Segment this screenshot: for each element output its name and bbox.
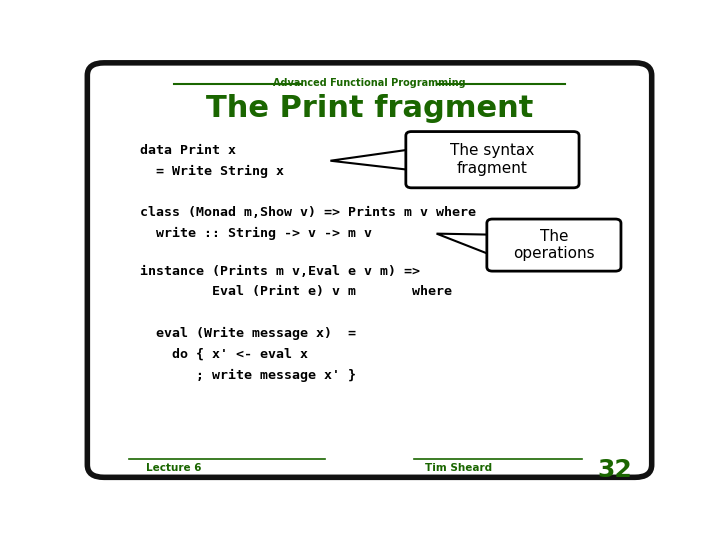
Polygon shape <box>330 149 412 170</box>
FancyBboxPatch shape <box>406 131 579 188</box>
FancyBboxPatch shape <box>87 63 652 477</box>
FancyBboxPatch shape <box>487 219 621 271</box>
Text: Eval (Print e) v m       where: Eval (Print e) v m where <box>141 286 452 299</box>
Text: = Write String x: = Write String x <box>141 164 284 177</box>
Text: write :: String -> v -> m v: write :: String -> v -> m v <box>141 227 373 240</box>
Text: The Print fragment: The Print fragment <box>205 94 534 123</box>
Text: class (Monad m,Show v) => Prints m v where: class (Monad m,Show v) => Prints m v whe… <box>141 206 477 219</box>
Text: instance (Prints m v,Eval e v m) =>: instance (Prints m v,Eval e v m) => <box>141 265 420 278</box>
Text: The
operations: The operations <box>513 229 595 261</box>
Text: Advanced Functional Programming: Advanced Functional Programming <box>273 78 466 88</box>
Text: eval (Write message x)  =: eval (Write message x) = <box>141 327 356 340</box>
Text: Tim Sheard: Tim Sheard <box>425 463 492 473</box>
Text: do { x' <- eval x: do { x' <- eval x <box>141 348 309 361</box>
Text: Lecture 6: Lecture 6 <box>146 463 201 473</box>
Text: data Print x: data Print x <box>141 144 236 157</box>
Text: 32: 32 <box>598 458 632 482</box>
Text: ; write message x' }: ; write message x' } <box>141 369 356 382</box>
Text: The syntax
fragment: The syntax fragment <box>450 143 535 176</box>
Polygon shape <box>437 234 492 255</box>
